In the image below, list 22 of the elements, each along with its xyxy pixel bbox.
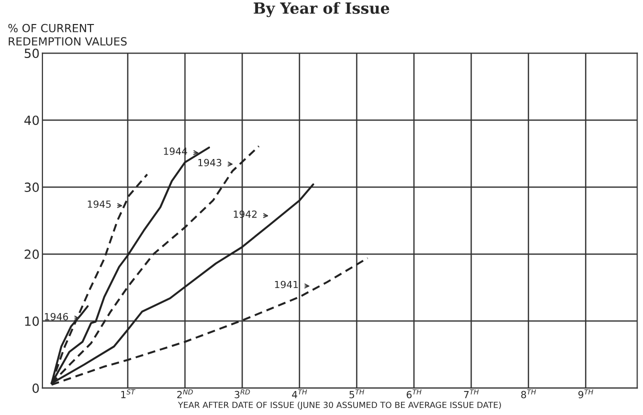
y-tick-label: 50 [24,48,39,58]
y-axis-title: % OF CURRENT REDEMPTION VALUES [8,24,127,46]
x-axis-title: YEAR AFTER DATE OF ISSUE (JUNE 30 ASSUMED TO BE AVERAGE ISSUE DATE) [178,402,501,410]
x-tick-label: 8$^{TH}$ [521,389,536,398]
annotation: 1945 [88,200,111,208]
y-tick-label: 30 [24,182,39,192]
x-tick-label: 4$^{TH}$ [292,389,307,398]
y-tick-label: 0 [32,383,39,393]
annotation: 1941 [275,280,298,288]
x-tick-label: 5$^{TH}$ [350,389,364,398]
y-tick-label: 20 [24,250,39,259]
x-tick-label: 9$^{TH}$ [578,389,594,398]
x-tick-label: 6$^{TH}$ [406,389,422,398]
y-tick-label: 40 [24,116,39,126]
annotation: 1943 [198,158,222,166]
chart-title: By Year of Issue [254,2,390,18]
x-tick-label: 2$^{ND}$ [177,389,193,398]
annotation: 1946 [44,312,68,320]
x-tick-label: 1$^{ST}$ [121,389,136,398]
y-tick-label: 10 [25,316,39,326]
x-tick-label: 7$^{TH}$ [464,389,479,398]
x-tick-label: 3$^{RD}$ [234,389,250,398]
